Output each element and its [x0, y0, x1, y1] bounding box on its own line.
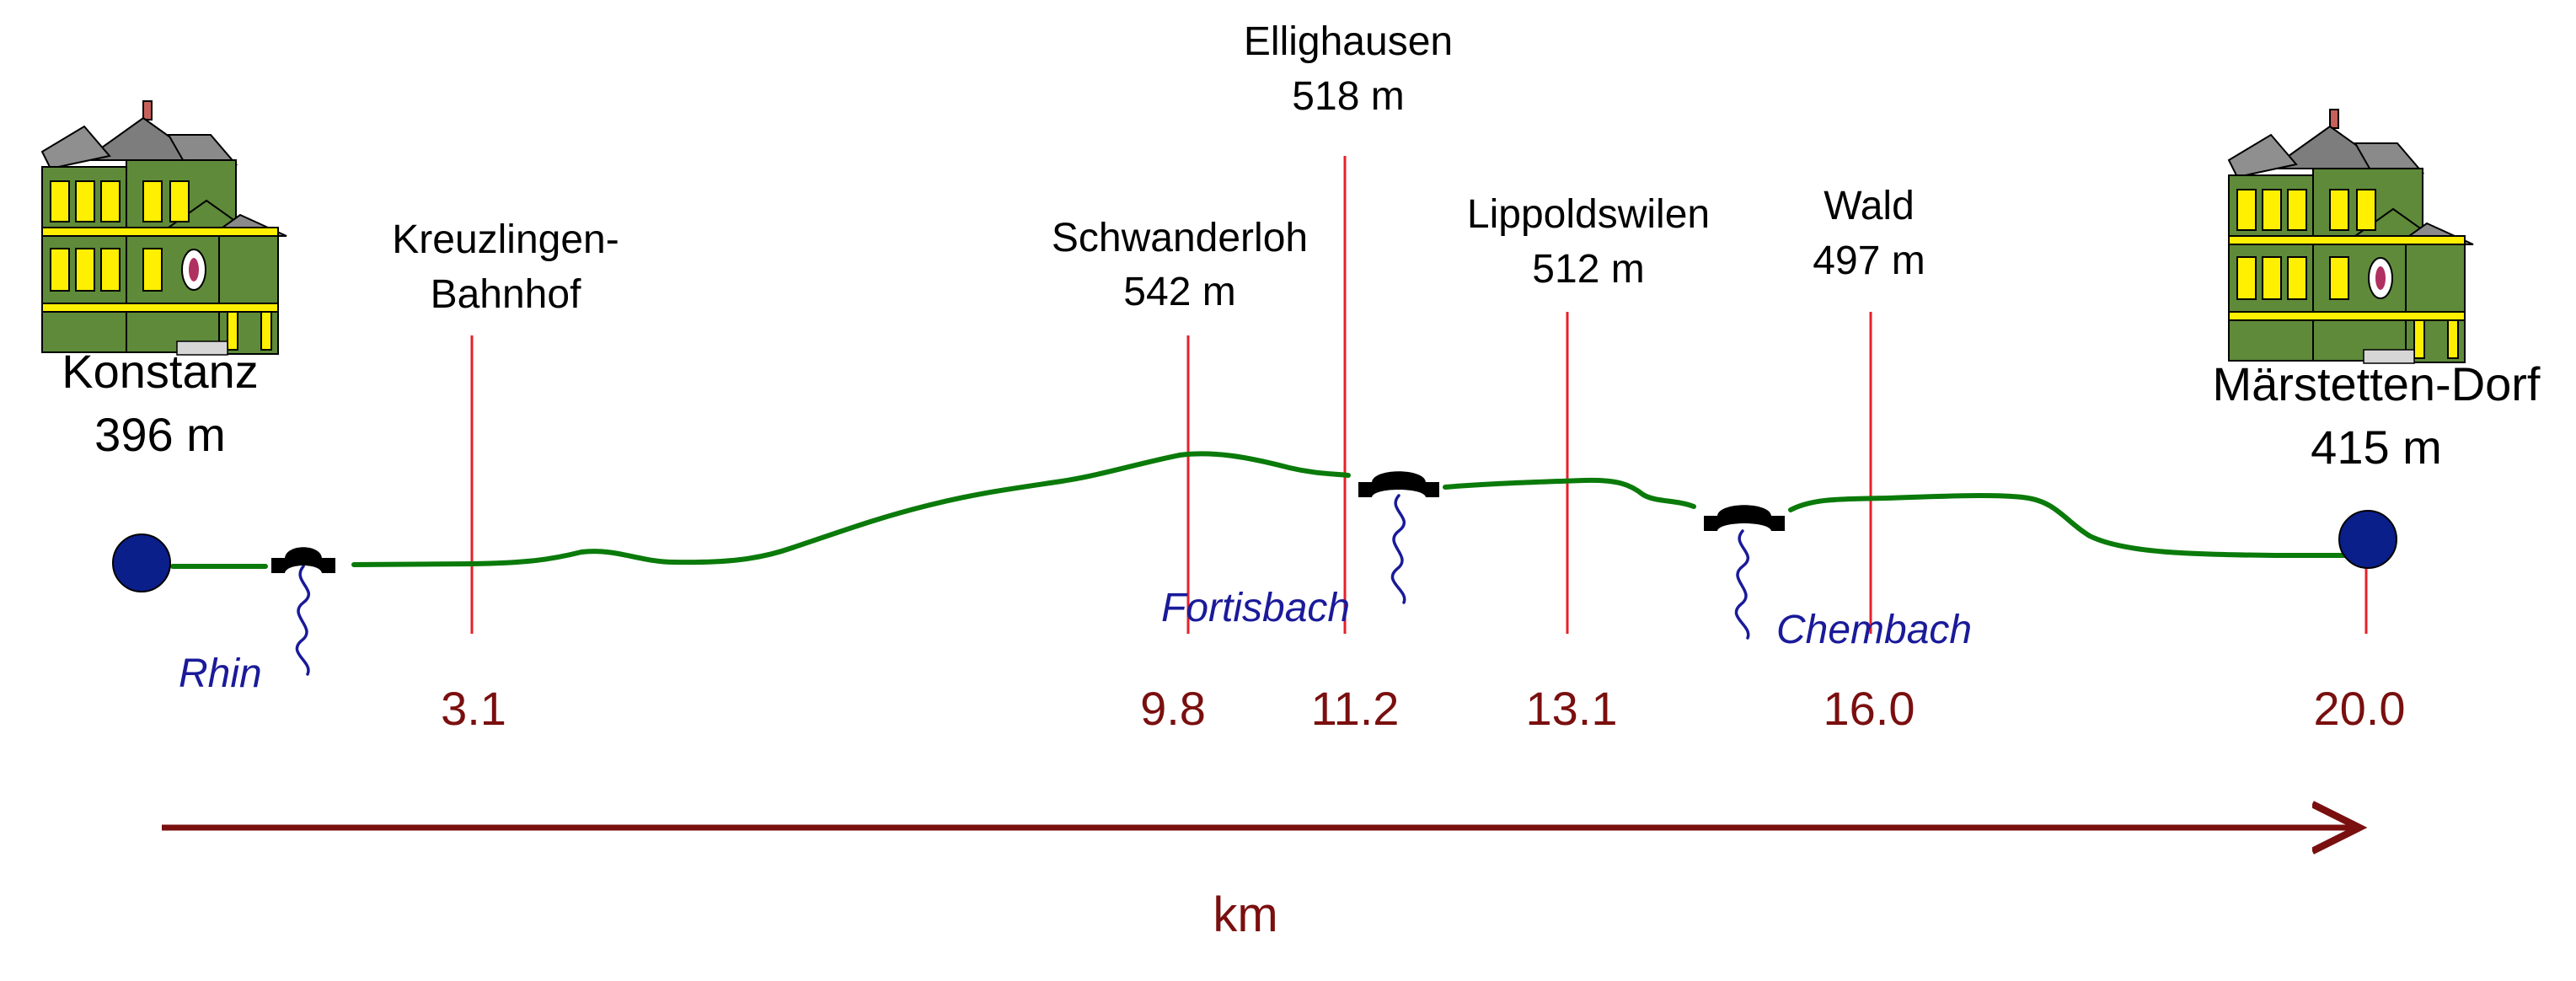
house-icon [2227, 109, 2474, 364]
station-name-schwanderloh: Schwanderloh [1052, 216, 1308, 260]
km-label-wald: 16.0 [1824, 682, 1915, 735]
station-name-wald: Wald [1824, 184, 1915, 228]
house-icon [40, 100, 287, 356]
station-name2-kreuzlingen: Bahnhof [431, 272, 581, 317]
station-labels: Kreuzlingen- Bahnhof Schwanderloh 542 m … [392, 19, 1925, 317]
start-name-label: Konstanz [62, 345, 259, 398]
station-elevation-ellighausen: 518 m [1292, 74, 1404, 119]
river-rhin-squiggle [295, 565, 310, 676]
km-label-ellighausen: 11.2 [1311, 682, 1400, 735]
km-labels: 3.1 9.8 11.2 13.1 16.0 20.0 [441, 682, 2405, 735]
end-name-label: Märstetten-Dorf [2213, 357, 2541, 410]
bridge-icon [271, 547, 335, 573]
route-segment-2 [351, 451, 1351, 567]
endpoint-labels: Konstanz 396 m Märstetten-Dorf 415 m [62, 345, 2541, 474]
station-elevation-lippoldswilen: 512 m [1532, 247, 1644, 292]
km-label-kreuzlingen: 3.1 [441, 682, 506, 735]
start-elevation-label: 396 m [94, 408, 226, 461]
station-name-lippoldswilen: Lippoldswilen [1467, 192, 1710, 237]
route-profile-line [170, 451, 2354, 569]
station-elevation-wald: 497 m [1813, 239, 1925, 283]
km-label-schwanderloh: 9.8 [1140, 682, 1206, 735]
station-name-kreuzlingen: Kreuzlingen- [392, 217, 619, 262]
end-elevation-label: 415 m [2311, 421, 2442, 474]
river-label-fortisbach: Fortisbach [1161, 586, 1350, 630]
station-elevation-schwanderloh: 542 m [1123, 270, 1235, 314]
bridge-icon [1358, 471, 1439, 497]
rivers [295, 494, 1750, 676]
km-label-end: 20.0 [2314, 682, 2406, 735]
bridges [271, 471, 1785, 573]
river-label-chembach: Chembach [1776, 608, 1972, 652]
end-point-dot [2338, 510, 2397, 569]
km-label-lippoldswilen: 13.1 [1526, 682, 1618, 735]
route-segment-4 [1788, 493, 2354, 558]
bridge-icon [1704, 505, 1785, 531]
endpoint-markers [112, 510, 2397, 592]
station-name-ellighausen: Ellighausen [1244, 19, 1453, 64]
river-chembach-squiggle [1734, 529, 1750, 640]
start-point-dot [112, 533, 171, 592]
river-labels: Rhin Fortisbach Chembach [179, 586, 1972, 696]
river-fortisbach-squiggle [1390, 494, 1406, 604]
route-segment-3 [1443, 477, 1696, 509]
axis-unit-label: km [1213, 887, 1277, 942]
river-label-rhin: Rhin [179, 651, 262, 696]
station-lines [470, 156, 2368, 634]
